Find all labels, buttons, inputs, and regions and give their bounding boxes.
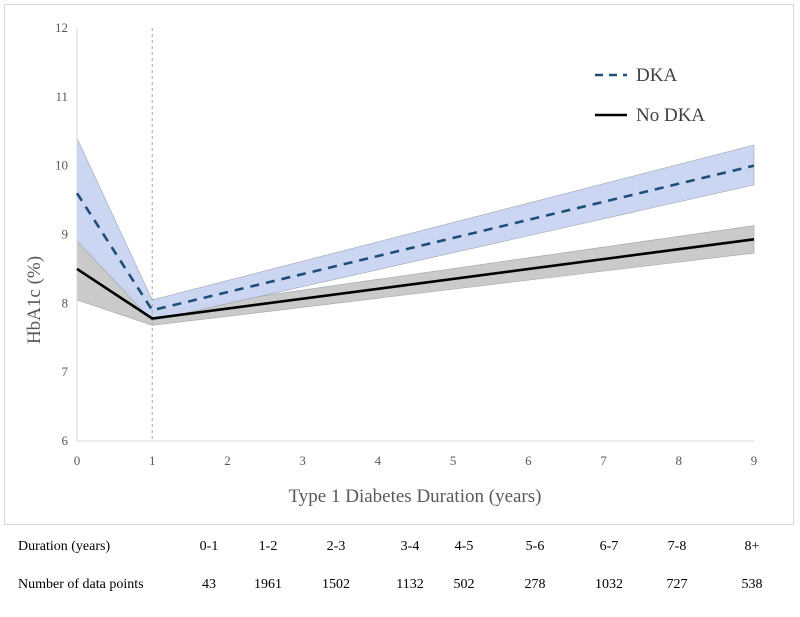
duration-cell: 5-6 [525,539,545,554]
duration-cell: 2-3 [326,539,346,554]
confidence-bands [76,138,755,326]
y-tick-label: 7 [62,364,69,379]
y-tick-label: 11 [55,89,68,104]
legend-no-dka-label: No DKA [636,105,705,126]
x-tick-label: 3 [299,453,306,468]
duration-cell: 0-1 [199,539,219,554]
x-tick-label: 5 [450,453,457,468]
duration-cell: 6-7 [599,539,619,554]
x-tick-label: 6 [525,453,532,468]
count-cell: 538 [741,577,763,592]
x-axis-title: Type 1 Diabetes Duration (years) [289,486,542,507]
legend-dka-label: DKA [636,65,677,86]
x-tick-label: 4 [375,453,382,468]
count-cell: 1132 [396,577,424,592]
x-tick-label: 7 [600,453,607,468]
duration-cell: 4-5 [454,539,474,554]
count-cell: 1502 [322,577,350,592]
count-cell: 727 [666,577,688,592]
count-cell: 43 [202,577,216,592]
legend: DKA No DKA [595,65,705,126]
duration-cell: 8+ [744,539,760,554]
x-tick-label: 1 [149,453,156,468]
series-lines [75,164,755,320]
y-tick-label: 8 [62,295,69,310]
y-tick-label: 9 [62,227,69,242]
x-tick-label: 0 [74,453,81,468]
x-tick-label: 9 [751,453,758,468]
count-cell: 1961 [254,577,282,592]
duration-cell: 1-2 [258,539,278,554]
duration-cell: 7-8 [667,539,687,554]
y-tick-label: 6 [62,433,69,448]
count-cell: 502 [453,577,475,592]
x-tick-label: 2 [224,453,231,468]
duration-cell: 3-4 [400,539,420,554]
y-tick-label: 10 [55,158,68,173]
duration-header-label: Duration (years) [18,539,111,554]
y-axis-title: HbA1c (%) [24,256,45,344]
no-dka-series-line [76,238,755,320]
table-header-row: Duration (years) 0-1 1-2 2-3 3-4 4-5 5-6 6-7 7-… [0,539,800,559]
count-cell: 1032 [595,577,623,592]
chart-frame [4,4,794,525]
table-count-row: Number of data points 43 1961 1502 1132 502 2… [0,577,800,597]
count-cell: 278 [524,577,546,592]
axes [76,28,754,442]
y-tick-label: 12 [55,20,68,35]
dka-series-line [75,164,755,312]
count-row-label: Number of data points [18,577,144,592]
x-tick-label: 8 [676,453,683,468]
